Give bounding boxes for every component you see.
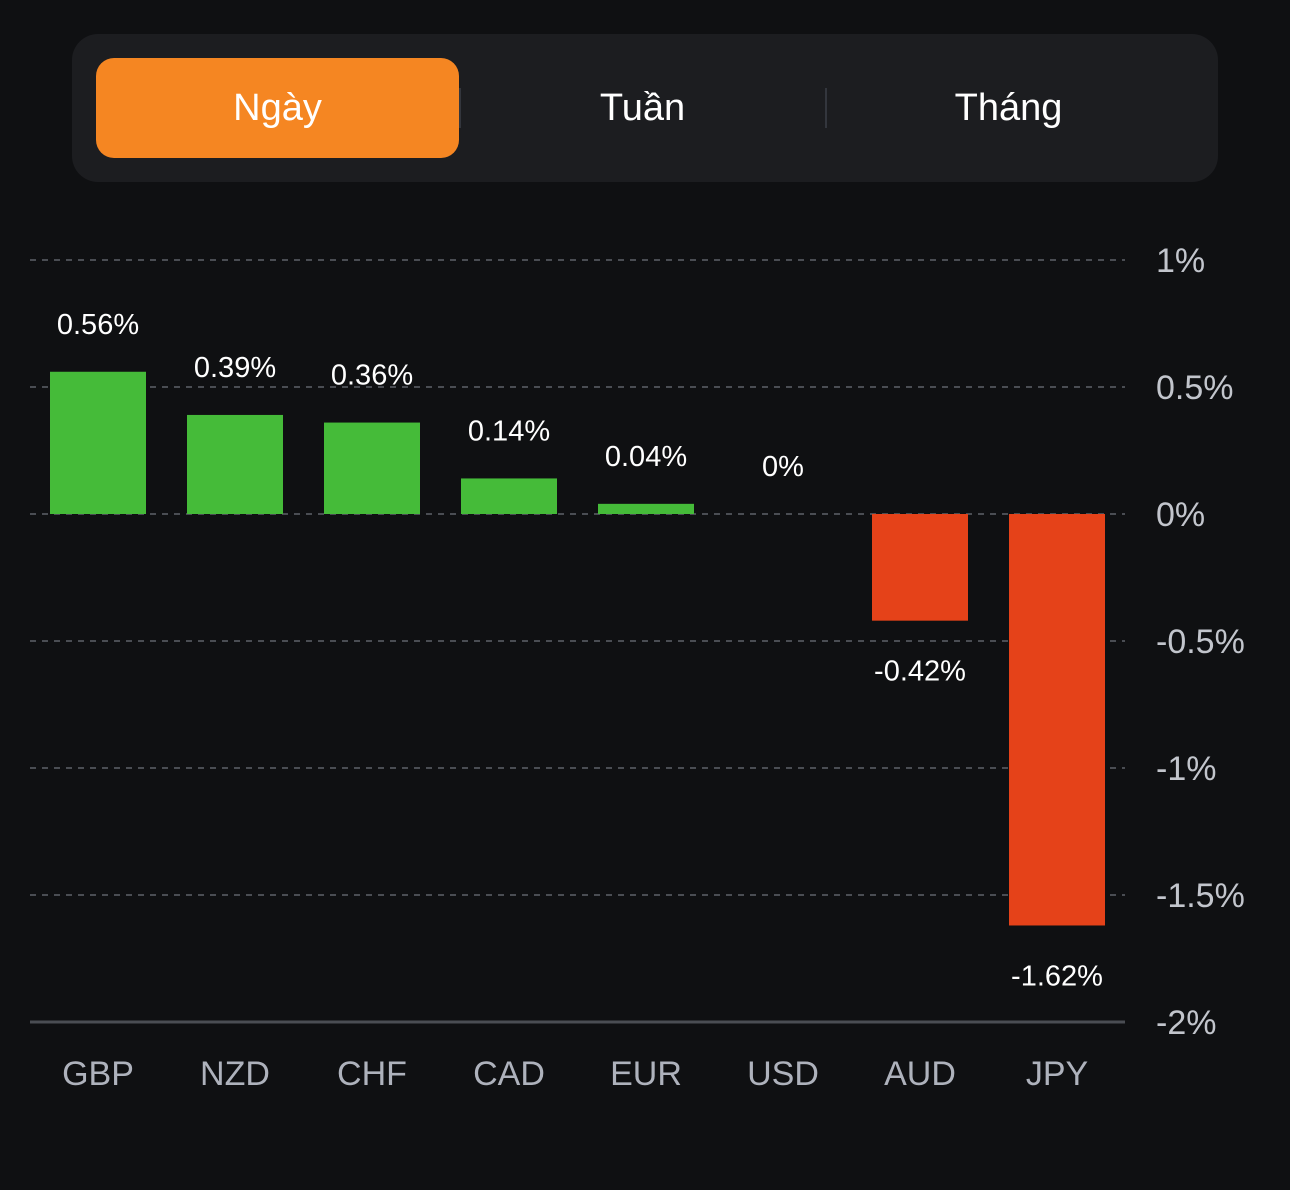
- value-labels: 0.56% 0.39% 0.36% 0.14% 0.04% 0% -0.42% -1.62%: [57, 309, 1103, 993]
- bar-eur: [598, 503, 694, 514]
- x-tick-label: EUR: [610, 1055, 682, 1093]
- tab-day[interactable]: Ngày: [96, 58, 459, 158]
- x-axis-labels: GBP NZD CHF CAD EUR USD AUD JPY: [62, 1055, 1088, 1093]
- bar-aud: [872, 514, 968, 621]
- bar-jpy: [1009, 514, 1105, 926]
- x-tick-label: CAD: [473, 1055, 545, 1093]
- x-tick-label: AUD: [884, 1055, 956, 1093]
- tab-divider: [825, 88, 827, 128]
- value-label: -1.62%: [1011, 960, 1103, 992]
- value-label: 0.39%: [194, 352, 276, 384]
- value-label: 0.14%: [468, 415, 550, 447]
- x-tick-label: JPY: [1026, 1055, 1088, 1093]
- bar-nzd: [187, 414, 283, 514]
- period-segmented-control: Ngày Tuần Tháng: [72, 34, 1218, 182]
- y-tick-label: -1%: [1156, 750, 1216, 788]
- value-label: -0.42%: [874, 656, 966, 688]
- x-tick-label: USD: [747, 1055, 819, 1093]
- y-tick-label: 0.5%: [1156, 369, 1234, 407]
- bar-chf: [324, 422, 420, 514]
- tab-divider: [459, 88, 461, 128]
- y-tick-label: -0.5%: [1156, 623, 1245, 661]
- tab-month[interactable]: Tháng: [954, 86, 1063, 129]
- y-tick-label: 0%: [1156, 496, 1205, 534]
- y-tick-label: -1.5%: [1156, 877, 1245, 915]
- value-label: 0.36%: [331, 360, 413, 392]
- y-tick-label: -2%: [1156, 1004, 1216, 1042]
- y-axis-ticks: 1% 0.5% 0% -0.5% -1% -1.5% -2%: [1156, 242, 1245, 1042]
- x-tick-label: CHF: [337, 1055, 407, 1093]
- value-label: 0.04%: [605, 441, 687, 473]
- value-label: 0.56%: [57, 309, 139, 341]
- bar-gbp: [50, 371, 146, 514]
- x-tick-label: NZD: [200, 1055, 270, 1093]
- tab-week[interactable]: Tuần: [599, 86, 686, 129]
- x-tick-label: GBP: [62, 1055, 134, 1093]
- value-label: 0%: [762, 451, 804, 483]
- bars: [50, 371, 1105, 926]
- bar-cad: [461, 478, 557, 514]
- y-tick-label: 1%: [1156, 242, 1205, 280]
